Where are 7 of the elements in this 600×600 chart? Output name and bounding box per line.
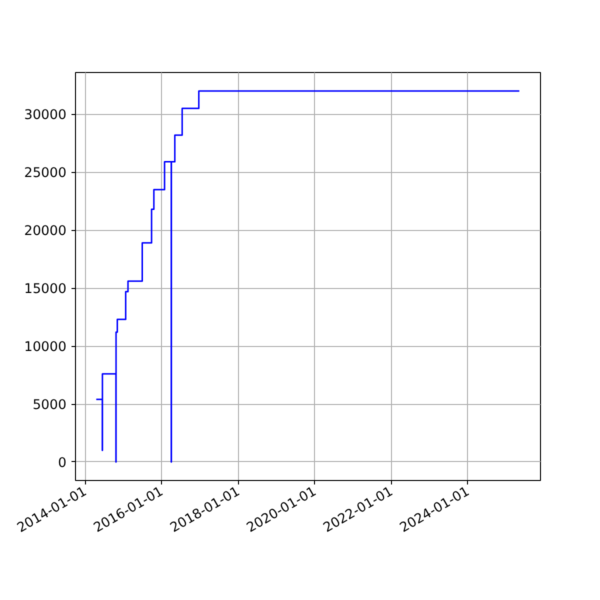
y-tick-label: 5000 xyxy=(32,398,67,413)
y-tick-label: 20000 xyxy=(24,224,67,240)
y-tick-label: 25000 xyxy=(24,166,67,182)
y-tick-label: 0 xyxy=(58,456,67,471)
y-tick-label: 15000 xyxy=(24,282,67,298)
y-tick-label: 30000 xyxy=(24,108,67,124)
y-tick-label: 10000 xyxy=(24,340,67,356)
